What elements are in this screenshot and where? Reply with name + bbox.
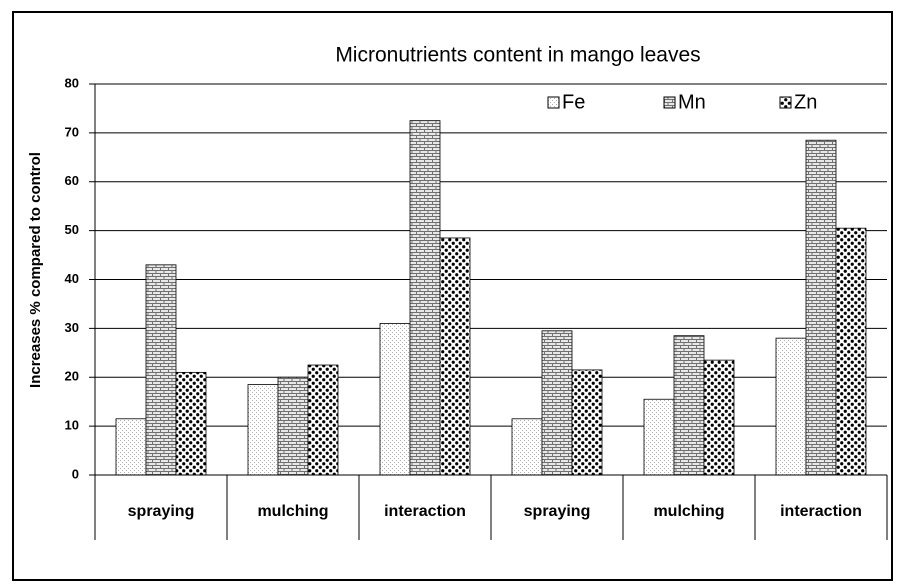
legend-label: Zn [794,91,817,113]
x-tick-label: mulching [653,503,724,520]
x-tick-label: spraying [524,503,591,520]
x-tick-label: mulching [257,503,328,520]
legend-label: Fe [562,91,585,113]
x-tick-label: spraying [128,503,195,520]
bar [835,227,867,476]
legend-swatch [663,96,676,109]
y-tick-label: 10 [65,418,79,433]
bar [175,371,207,476]
y-tick-label: 40 [65,271,79,286]
legend-swatch [547,96,560,109]
y-tick-label: 20 [65,369,79,384]
legend-label: Mn [678,91,706,113]
bar [439,237,471,476]
bar [379,323,411,476]
y-tick-label: 0 [72,466,79,481]
bar [511,418,543,476]
bar [145,264,177,476]
bar [643,398,675,476]
bar [409,120,441,476]
y-axis-label: Increases % compared to control [27,152,44,388]
y-tick-label: 30 [65,320,79,335]
y-tick-label: 50 [65,222,79,237]
bar [673,335,705,476]
bar [277,376,309,476]
bar [115,418,147,476]
bar [541,330,573,476]
y-tick-label: 80 [65,75,79,90]
bar [775,337,807,476]
x-tick-label: interaction [384,503,466,520]
bar [247,384,279,476]
y-tick-label: 70 [65,124,79,139]
chart-title: Micronutrients content in mango leaves [335,44,700,67]
x-tick-label: interaction [780,503,862,520]
bar [307,364,339,476]
legend-swatch [779,96,792,109]
y-tick-label: 60 [65,173,79,188]
bar [703,359,735,476]
bar [805,139,837,476]
bar [571,369,603,476]
